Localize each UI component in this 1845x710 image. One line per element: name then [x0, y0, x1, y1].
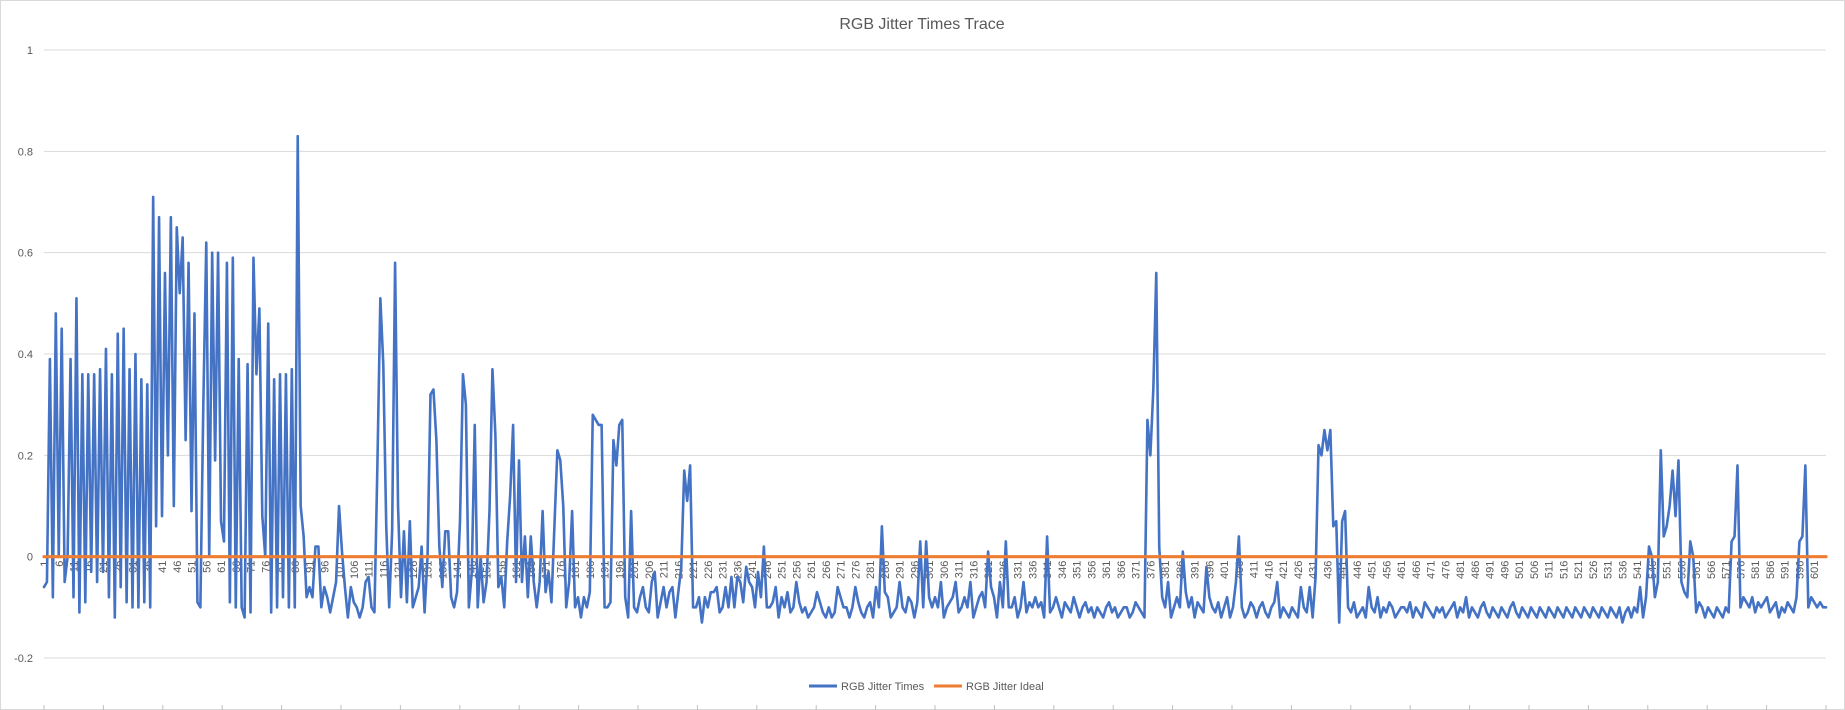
- series-lines: [42, 134, 1828, 624]
- x-tick-label: 1: [39, 561, 51, 567]
- x-tick-label: 6: [54, 561, 66, 567]
- x-tick-label: 426: [1293, 561, 1305, 579]
- x-tick-label: 231: [718, 561, 730, 579]
- x-tick-label: 471: [1426, 561, 1438, 579]
- legend: RGB Jitter Times RGB Jitter Ideal: [809, 681, 1044, 693]
- x-tick-label: 486: [1470, 561, 1482, 579]
- x-tick-label: 76: [260, 561, 272, 573]
- x-tick-label: 221: [688, 561, 700, 579]
- x-tick-label: 531: [1603, 561, 1615, 579]
- x-tick-label: 346: [1057, 561, 1069, 579]
- x-tick-label: 461: [1396, 561, 1408, 579]
- x-tick-label: 56: [201, 561, 213, 573]
- x-tick-label: 376: [1145, 561, 1157, 579]
- x-tick-label: 491: [1485, 561, 1497, 579]
- x-tick-label: 551: [1662, 561, 1674, 579]
- x-tick-label: 361: [1101, 561, 1113, 579]
- legend-label: RGB Jitter Ideal: [966, 681, 1044, 693]
- x-tick-label: 601: [1809, 561, 1821, 579]
- x-tick-label: 311: [954, 561, 966, 579]
- x-tick-label: 291: [895, 561, 907, 579]
- y-tick-label: 0.2: [18, 450, 33, 462]
- y-tick-label: 1: [27, 45, 33, 57]
- x-tick-label: 451: [1367, 561, 1379, 579]
- x-tick-label: 431: [1308, 561, 1320, 579]
- y-tick-label: 0.4: [18, 349, 33, 361]
- x-tick-label: 541: [1632, 561, 1644, 579]
- x-tick-label: 501: [1514, 561, 1526, 579]
- x-tick-label: 566: [1706, 561, 1718, 579]
- x-tick-label: 476: [1440, 561, 1452, 579]
- x-tick-label: 581: [1750, 561, 1762, 579]
- x-tick-label: 401: [1219, 561, 1231, 579]
- x-tick-label: 596: [1794, 561, 1806, 579]
- x-tick-label: 111: [364, 561, 376, 578]
- x-tick-label: 196: [614, 561, 626, 579]
- x-tick-label: 61: [216, 561, 228, 573]
- x-tick-label: 271: [836, 561, 848, 579]
- x-tick-label: 506: [1529, 561, 1541, 579]
- y-tick-label: 0: [27, 552, 33, 564]
- x-tick-label: 416: [1263, 561, 1275, 579]
- chart-title: RGB Jitter Times Trace: [839, 16, 1004, 33]
- x-tick-label: 276: [850, 561, 862, 579]
- x-tick-label: 236: [732, 561, 744, 579]
- x-tick-label: 351: [1072, 561, 1084, 579]
- x-tick-label: 41: [157, 561, 169, 573]
- x-tick-label: 371: [1131, 561, 1143, 579]
- x-tick-label: 266: [821, 561, 833, 579]
- x-tick-label: 306: [939, 561, 951, 579]
- x-tick-label: 496: [1499, 561, 1511, 579]
- x-tick-label: 241: [747, 561, 759, 579]
- x-tick-label: 466: [1411, 561, 1423, 579]
- y-tick-label: 0.8: [18, 146, 33, 158]
- x-tick-label: 316: [968, 561, 980, 579]
- y-tick-label: 0.6: [18, 248, 33, 260]
- x-tick-label: 591: [1780, 561, 1792, 579]
- x-tick-label: 391: [1190, 561, 1202, 579]
- y-axis-ticks: -0.2 0 0.2 0.4 0.6 0.8 1: [14, 45, 33, 665]
- x-tick-label: 526: [1588, 561, 1600, 579]
- x-tick-label: 251: [777, 561, 789, 579]
- x-tick-label: 226: [703, 561, 715, 579]
- x-tick-label: 446: [1352, 561, 1364, 579]
- x-tick-label: 421: [1278, 561, 1290, 579]
- x-tick-label: 51: [187, 561, 199, 573]
- x-tick-label: 131: [423, 561, 435, 579]
- x-tick-label: 456: [1381, 561, 1393, 579]
- x-tick-label: 261: [806, 561, 818, 579]
- x-tick-label: 411: [1249, 561, 1261, 579]
- series-line-jitter-times: [42, 134, 1828, 624]
- x-tick-label: 521: [1573, 561, 1585, 579]
- x-tick-label: 481: [1455, 561, 1467, 579]
- x-tick-label: 281: [865, 561, 877, 579]
- x-tick-label: 436: [1322, 561, 1334, 579]
- x-tick-label: 256: [791, 561, 803, 579]
- x-tick-label: 331: [1013, 561, 1025, 579]
- x-tick-label: 511: [1544, 561, 1556, 579]
- x-tick-label: 356: [1086, 561, 1098, 579]
- x-tick-label: 46: [172, 561, 184, 573]
- x-tick-label: 381: [1160, 561, 1172, 579]
- x-tick-label: 181: [570, 561, 582, 579]
- y-tick-label: -0.2: [14, 653, 33, 665]
- x-tick-label: 96: [319, 561, 331, 573]
- x-tick-label: 366: [1116, 561, 1128, 579]
- x-tick-label: 106: [349, 561, 361, 579]
- x-tick-label: 536: [1617, 561, 1629, 579]
- x-tick-label: 516: [1558, 561, 1570, 579]
- x-tick-label: 576: [1735, 561, 1747, 579]
- x-tick-label: 586: [1765, 561, 1777, 579]
- legend-label: RGB Jitter Times: [841, 681, 925, 693]
- x-tick-label: 336: [1027, 561, 1039, 579]
- x-tick-label: 191: [600, 561, 612, 579]
- x-tick-label: 211: [659, 561, 671, 579]
